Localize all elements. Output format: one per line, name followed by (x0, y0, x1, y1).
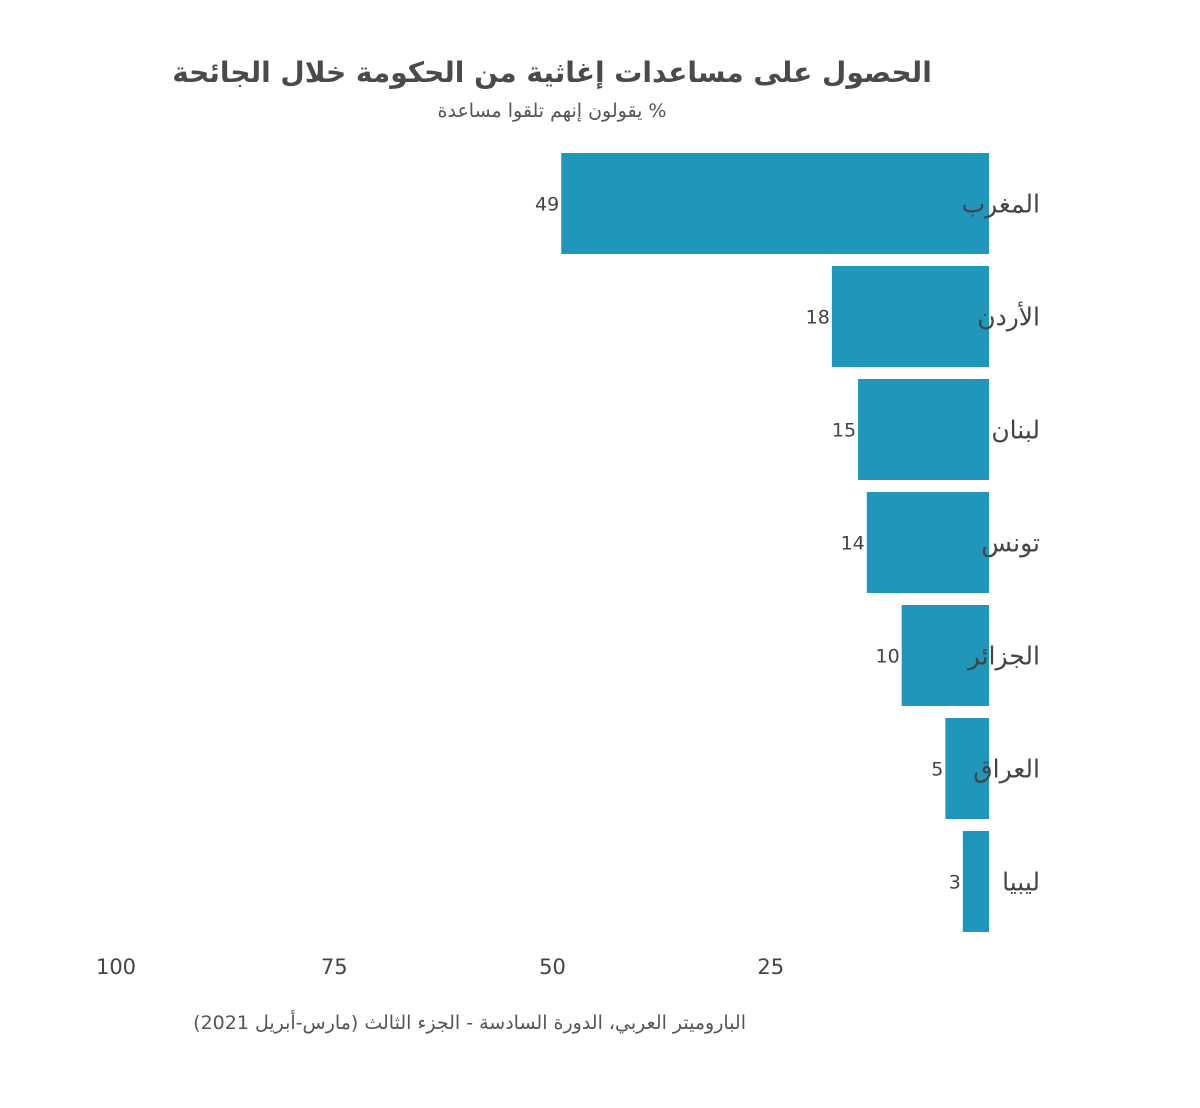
bar (945, 718, 989, 819)
x-tick-label: 25 (757, 955, 784, 979)
value-label: 5 (931, 759, 943, 781)
value-label: 18 (806, 307, 830, 329)
category-label: تونس (981, 529, 1040, 558)
value-labels-group: 49 18 15 14 10 5 3 (535, 194, 961, 894)
category-label: المغرب (962, 190, 1040, 219)
x-axis-ticks: 100 75 50 25 (96, 955, 784, 979)
bar (858, 379, 989, 480)
value-label: 49 (535, 194, 559, 216)
x-tick-label: 100 (96, 955, 136, 979)
bar (901, 605, 989, 706)
value-label: 14 (841, 533, 865, 555)
bar (866, 492, 989, 593)
bar (561, 153, 989, 254)
category-label: الأردن (977, 301, 1040, 332)
value-label: 15 (832, 420, 856, 442)
category-labels-group: المغرب الأردن لبنان تونس الجزائر العراق ليبيا (962, 190, 1040, 897)
chart-subtitle: % يقولون إنهم تلقوا مساعدة (437, 100, 667, 122)
bars-group (561, 153, 989, 932)
category-label: ليبيا (1002, 868, 1040, 897)
bar (962, 831, 989, 932)
category-label: الجزائر (966, 642, 1040, 671)
source-note: الباروميتر العربي، الدورة السادسة - الجز… (193, 1012, 746, 1034)
category-label: العراق (973, 755, 1040, 784)
category-label: لبنان (991, 416, 1040, 445)
value-label: 10 (876, 646, 900, 668)
value-label: 3 (949, 872, 961, 894)
x-tick-label: 75 (321, 955, 348, 979)
bar (831, 266, 989, 367)
x-tick-label: 50 (539, 955, 566, 979)
chart-title: الحصول على مساعدات إغاثية من الحكومة خلا… (172, 56, 932, 89)
